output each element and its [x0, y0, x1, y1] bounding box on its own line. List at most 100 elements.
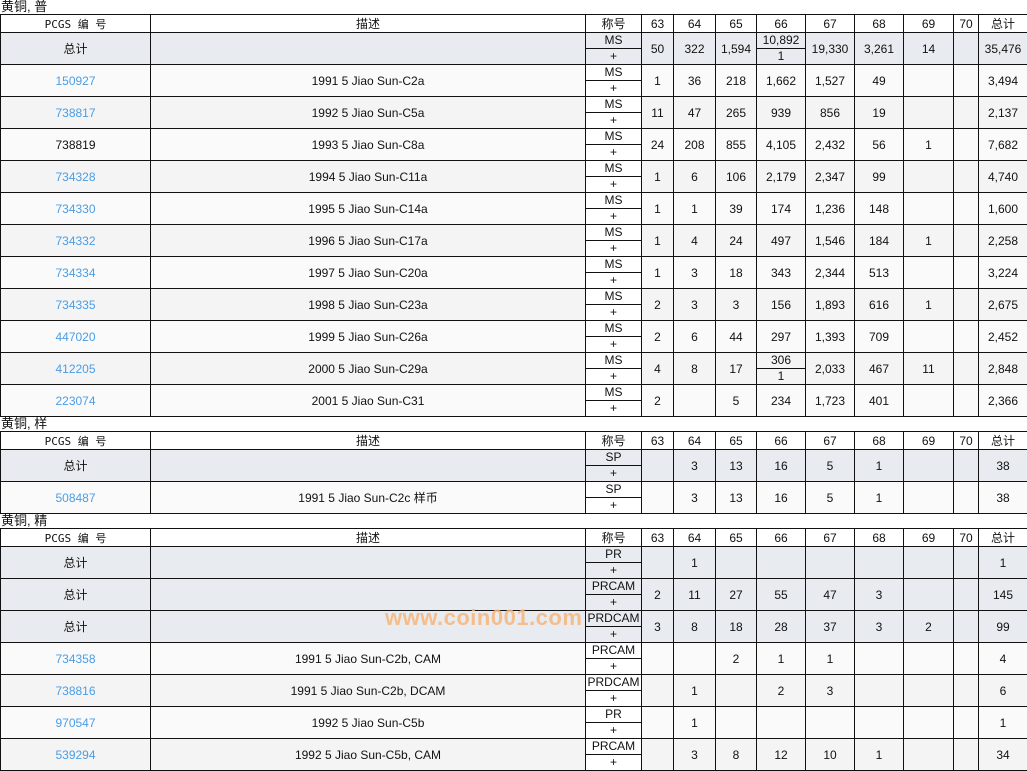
header-grade-64: 64 — [674, 15, 716, 33]
grade-count — [806, 547, 855, 579]
grade-label: SP — [586, 450, 641, 466]
pcgs-number-link[interactable]: 738817 — [1, 97, 151, 129]
grade-label: MS — [586, 129, 641, 145]
grade-cell: SP+ — [586, 482, 642, 514]
header-total: 总计 — [979, 529, 1027, 547]
grade-label: MS — [586, 65, 641, 81]
grade-count: 3 — [716, 289, 757, 321]
grade-count — [674, 385, 716, 417]
grade-plus-count: 1 — [757, 369, 805, 384]
grade-count: 28 — [757, 611, 806, 643]
grade-plus: + — [586, 337, 641, 353]
grade-count: 513 — [855, 257, 904, 289]
grade-cell: MS+ — [586, 65, 642, 97]
pcgs-number-link[interactable]: 150927 — [1, 65, 151, 97]
grade-count: 3 — [674, 739, 716, 771]
grade-cell: PR+ — [586, 707, 642, 739]
pcgs-number-link[interactable]: 970547 — [1, 707, 151, 739]
section-title: 黄铜, 精 — [0, 514, 1027, 528]
pcgs-number-link[interactable]: 508487 — [1, 482, 151, 514]
grade-count — [954, 33, 979, 65]
grade-count — [642, 482, 674, 514]
pcgs-number-link[interactable]: 738816 — [1, 675, 151, 707]
grade-count: 5 — [716, 385, 757, 417]
pcgs-number-link[interactable]: 223074 — [1, 385, 151, 417]
grade-count: 11 — [904, 353, 954, 385]
grade-count: 265 — [716, 97, 757, 129]
pcgs-number-link[interactable]: 412205 — [1, 353, 151, 385]
grade-count: 14 — [904, 33, 954, 65]
grade-count — [954, 161, 979, 193]
grade-count: 1 — [642, 257, 674, 289]
header-grade-65: 65 — [716, 529, 757, 547]
pcgs-number-link[interactable]: 734335 — [1, 289, 151, 321]
description: 1995 5 Jiao Sun-C14a — [151, 193, 586, 225]
grade-count — [954, 257, 979, 289]
grade-count: 3 — [674, 482, 716, 514]
description: 1991 5 Jiao Sun-C2c 样币 — [151, 482, 586, 514]
header-desc: 描述 — [151, 529, 586, 547]
grade-count: 184 — [855, 225, 904, 257]
description: 1991 5 Jiao Sun-C2a — [151, 65, 586, 97]
pcgs-number-link[interactable]: 734358 — [1, 643, 151, 675]
grade-count: 208 — [674, 129, 716, 161]
grade-count: 156 — [757, 289, 806, 321]
grade-count: 616 — [855, 289, 904, 321]
grade-count: 18 — [716, 611, 757, 643]
grade-count: 3 — [674, 450, 716, 482]
grade-count — [954, 289, 979, 321]
grade-count: 19,330 — [806, 33, 855, 65]
grade-count: 3 — [674, 289, 716, 321]
pcgs-number-link[interactable]: 734334 — [1, 257, 151, 289]
header-desc: 描述 — [151, 432, 586, 450]
row-total: 38 — [979, 482, 1027, 514]
grade-count: 4 — [642, 353, 674, 385]
grade-plus: + — [586, 498, 641, 514]
description: 1999 5 Jiao Sun-C26a — [151, 321, 586, 353]
grade-count — [954, 450, 979, 482]
grade-plus: + — [586, 145, 641, 161]
grade-count: 47 — [674, 97, 716, 129]
pcgs-number-link[interactable]: 734332 — [1, 225, 151, 257]
pcgs-number-link[interactable]: 734330 — [1, 193, 151, 225]
grade-plus-count: 1 — [757, 49, 805, 64]
grade-count: 11 — [674, 579, 716, 611]
grade-count: 27 — [716, 579, 757, 611]
pcgs-number: 738819 — [1, 129, 151, 161]
header-grade-68: 68 — [855, 15, 904, 33]
row-total: 2,258 — [979, 225, 1027, 257]
description — [151, 450, 586, 482]
grade-plus: + — [586, 627, 641, 643]
row-total: 4 — [979, 643, 1027, 675]
pcgs-number-link[interactable]: 734328 — [1, 161, 151, 193]
grade-cell: SP+ — [586, 450, 642, 482]
grade-count: 47 — [806, 579, 855, 611]
pcgs-number-link[interactable]: 539294 — [1, 739, 151, 771]
grade-cell: PRCAM+ — [586, 739, 642, 771]
pcgs-number-link[interactable]: 447020 — [1, 321, 151, 353]
description: 1993 5 Jiao Sun-C8a — [151, 129, 586, 161]
row-total: 35,476 — [979, 33, 1027, 65]
row-total: 1 — [979, 547, 1027, 579]
grade-cell: MS+ — [586, 161, 642, 193]
grade-count: 1 — [642, 161, 674, 193]
grade-count: 4,105 — [757, 129, 806, 161]
grade-label: MS — [586, 97, 641, 113]
header-grade-68: 68 — [855, 432, 904, 450]
grade-count — [954, 482, 979, 514]
grade-label: MS — [586, 33, 641, 49]
grade-count: 343 — [757, 257, 806, 289]
grade-count: 218 — [716, 65, 757, 97]
header-grade-67: 67 — [806, 529, 855, 547]
grade-label: MS — [586, 385, 641, 401]
grade-label: PRCAM — [586, 643, 641, 659]
row-total: 3,494 — [979, 65, 1027, 97]
